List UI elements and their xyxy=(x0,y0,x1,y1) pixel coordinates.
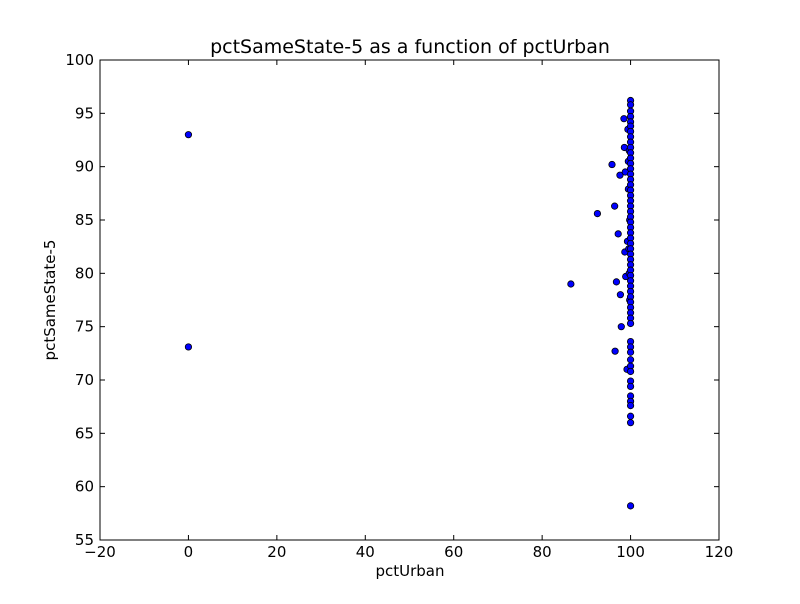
data-point xyxy=(614,230,622,238)
data-point xyxy=(626,401,635,410)
points-layer xyxy=(184,96,635,510)
data-point xyxy=(620,115,628,123)
y-tick-label: 65 xyxy=(75,424,94,442)
ticks-layer: −20 0 20 40 60 80 100 120 55 60 65 70 75 80 85 90 95 100 xyxy=(65,51,733,561)
y-axis-label: pctSameState-5 xyxy=(41,240,59,361)
x-axis-label: pctUrban xyxy=(375,562,444,580)
data-point xyxy=(567,280,575,288)
plot-frame xyxy=(99,59,720,541)
y-tick-label: 75 xyxy=(75,318,94,336)
data-point xyxy=(626,502,635,510)
x-tick-label: 80 xyxy=(533,543,552,561)
y-tick-label: 70 xyxy=(75,371,94,389)
data-point xyxy=(184,343,193,351)
x-tick-label: 60 xyxy=(444,543,463,561)
data-point xyxy=(626,419,635,427)
x-tick-label: 100 xyxy=(616,543,645,561)
y-tick-label: 80 xyxy=(75,264,94,282)
data-point xyxy=(612,278,621,286)
x-tick-label: 20 xyxy=(267,543,286,561)
x-tick-label: 120 xyxy=(705,543,734,561)
data-point xyxy=(626,319,635,328)
data-point xyxy=(611,202,619,210)
x-tick-label: −20 xyxy=(84,543,116,561)
data-point xyxy=(617,323,625,331)
data-point xyxy=(626,356,635,364)
data-point xyxy=(616,171,624,179)
y-tick-label: 90 xyxy=(75,158,94,176)
x-tick-label: 0 xyxy=(184,543,194,561)
data-point xyxy=(626,101,635,109)
chart-title: pctSameState-5 as a function of pctUrban xyxy=(210,36,610,58)
y-tick-label: 100 xyxy=(65,51,94,69)
x-tick-label: 40 xyxy=(356,543,375,561)
y-tick-label: 55 xyxy=(75,531,94,549)
y-tick-label: 95 xyxy=(75,104,94,122)
data-point xyxy=(608,160,616,169)
y-tick-label: 60 xyxy=(75,478,94,496)
data-point xyxy=(611,347,619,355)
data-point xyxy=(626,412,635,420)
data-point xyxy=(616,291,625,299)
data-point xyxy=(626,367,635,376)
data-point xyxy=(593,210,602,218)
data-point xyxy=(184,131,193,139)
data-point xyxy=(626,382,635,390)
y-tick-label: 85 xyxy=(75,211,94,229)
data-point xyxy=(626,348,635,356)
